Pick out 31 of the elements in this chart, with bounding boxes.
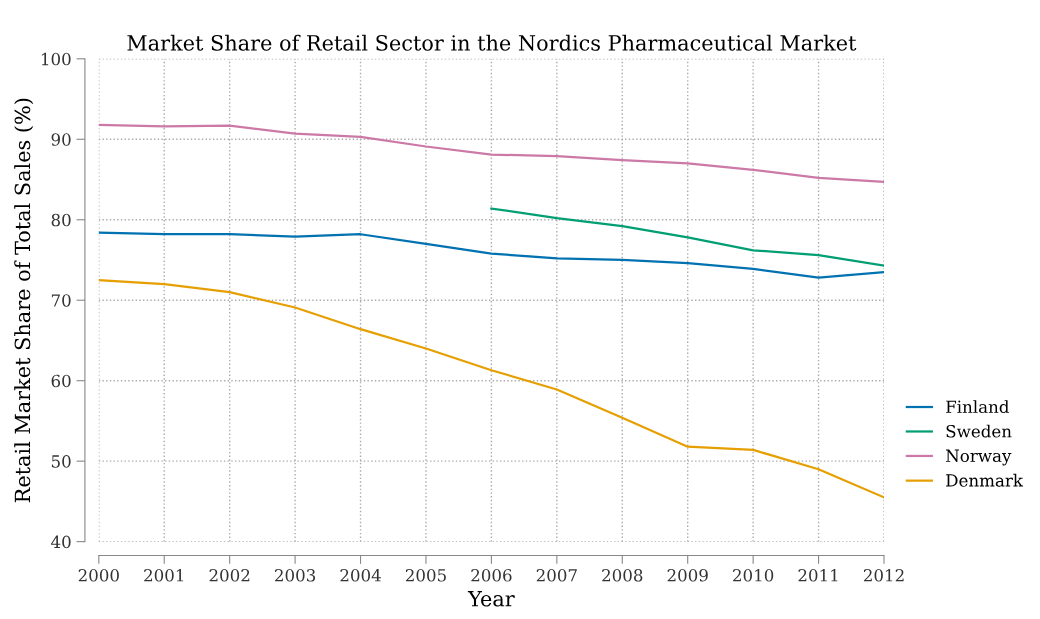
line-series — [98, 231, 884, 279]
x-axis-title: Year — [467, 591, 515, 607]
x-tick-label: 2006 — [471, 569, 512, 582]
y-tick-label: 80 — [51, 213, 71, 227]
x-tick-label: 2011 — [798, 569, 838, 582]
y-tick-label: 90 — [51, 133, 71, 146]
y-tick-label: 70 — [51, 294, 71, 307]
x-tick-label: 2007 — [536, 569, 577, 582]
legend-label: Denmark — [946, 473, 1024, 487]
legend-label: Norway — [946, 449, 1012, 466]
y-axis-title: Retail Market Share of Total Sales (%) — [14, 98, 34, 503]
legend-label: Finland — [946, 400, 1009, 414]
x-tick-label: 2010 — [733, 569, 774, 582]
line-series — [98, 123, 884, 184]
chart-title: Market Share of Retail Sector in the Nordics Pharmaceutical Market — [127, 34, 857, 51]
x-tick-label: 2005 — [405, 569, 446, 582]
x-tick-label: 2009 — [667, 569, 708, 582]
y-tick-label: 50 — [51, 455, 71, 468]
x-tick-label: 2000 — [78, 569, 119, 582]
x-tick-label: 2003 — [275, 569, 316, 582]
line-series — [490, 207, 884, 267]
x-tick-label: 2002 — [209, 569, 250, 582]
y-tick-label: 100 — [41, 52, 71, 66]
x-tick-label: 2004 — [340, 569, 381, 582]
line-series — [98, 278, 884, 499]
legend-label: Sweden — [946, 424, 1012, 438]
x-tick-label: 2012 — [863, 569, 904, 582]
x-tick-label: 2008 — [602, 569, 643, 582]
y-tick-label: 40 — [51, 535, 71, 549]
y-tick-label: 60 — [51, 374, 71, 388]
x-tick-label: 2001 — [144, 569, 184, 582]
